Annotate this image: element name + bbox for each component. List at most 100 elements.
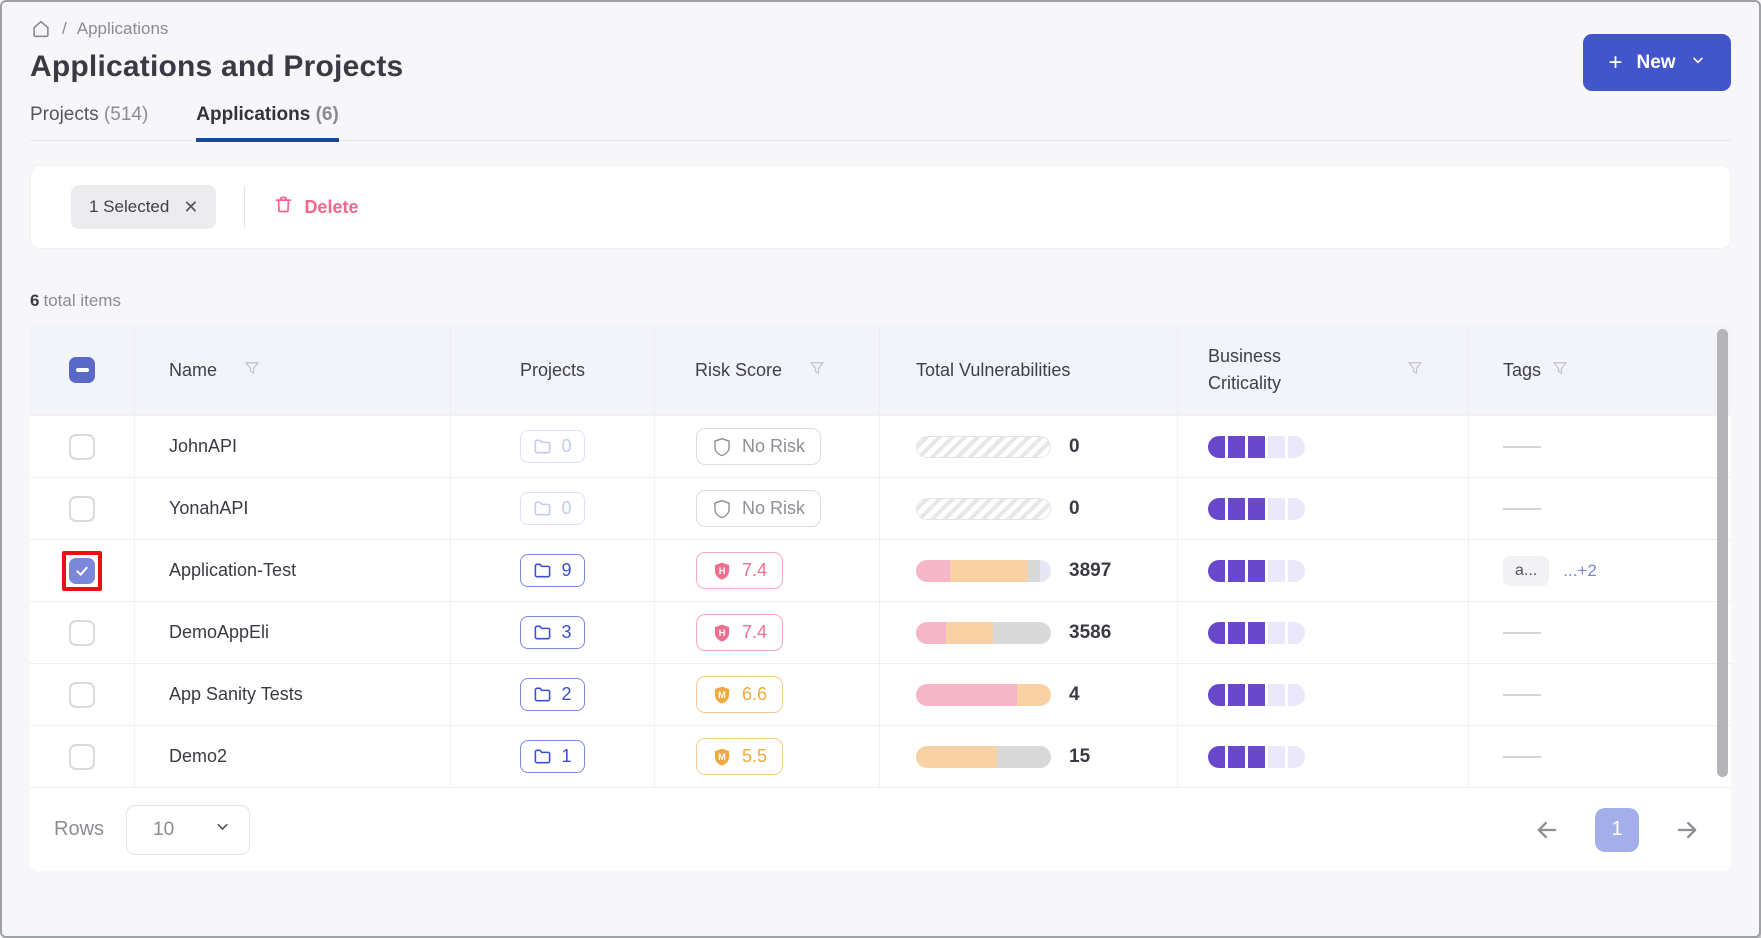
tab-projects-count: (514) <box>103 104 149 125</box>
previous-page-button[interactable] <box>1533 816 1561 844</box>
vulnerabilities-bar <box>916 745 1051 768</box>
vulnerabilities-count: 3897 <box>1069 559 1112 581</box>
projects-count: 9 <box>561 560 572 580</box>
folder-icon <box>535 563 551 578</box>
row-checkbox[interactable] <box>69 681 95 708</box>
vulnerabilities-bar <box>916 621 1051 644</box>
total-items-count: 6 <box>30 291 40 310</box>
column-header-name[interactable]: Name <box>169 359 218 380</box>
more-tags-link[interactable]: ...+2 <box>1563 560 1597 580</box>
shield-icon <box>714 499 730 518</box>
business-criticality-bar <box>1208 683 1305 706</box>
tab-projects[interactable]: Projects (514) <box>30 104 148 140</box>
projects-count: 2 <box>561 684 572 704</box>
column-header-total-vulnerabilities[interactable]: Total Vulnerabilities <box>916 359 1071 380</box>
selected-chip-label: 1 Selected <box>89 197 170 216</box>
no-tags-dash <box>1503 445 1541 448</box>
application-name[interactable]: Application-Test <box>169 560 297 580</box>
column-header-risk-score[interactable]: Risk Score <box>695 359 783 380</box>
selected-chip[interactable]: 1 Selected ✕ <box>71 185 217 229</box>
home-icon[interactable] <box>30 18 52 40</box>
risk-score-value: 7.4 <box>742 560 768 580</box>
new-button[interactable]: + New <box>1583 34 1731 91</box>
filter-icon[interactable] <box>243 359 261 382</box>
row-checkbox[interactable] <box>69 557 95 584</box>
chevron-down-icon <box>1690 52 1706 74</box>
business-criticality-bar <box>1208 559 1305 582</box>
filter-icon[interactable] <box>1551 359 1569 382</box>
projects-badge[interactable]: 0 <box>520 492 585 525</box>
filter-icon[interactable] <box>1406 359 1424 382</box>
page-number-button[interactable]: 1 <box>1595 807 1639 852</box>
projects-badge[interactable]: 9 <box>520 554 585 587</box>
shield-icon: H <box>714 562 730 580</box>
column-header-business-criticality[interactable]: Business Criticality <box>1208 346 1282 393</box>
breadcrumb: / Applications <box>30 18 1731 40</box>
scrollbar-thumb[interactable] <box>1717 329 1728 777</box>
selection-toolbar: 1 Selected ✕ Delete <box>30 165 1731 249</box>
vulnerabilities-bar <box>916 497 1051 520</box>
next-page-button[interactable] <box>1673 816 1701 844</box>
table-row: DemoAppEli 3 H 7.4 3586 <box>30 601 1731 663</box>
page-title: Applications and Projects <box>30 50 404 83</box>
svg-text:M: M <box>718 689 726 699</box>
business-criticality-bar <box>1208 621 1305 644</box>
filter-icon[interactable] <box>808 359 826 382</box>
total-items: 6 total items <box>30 291 1731 311</box>
risk-score-value: 6.6 <box>742 684 768 704</box>
business-criticality-bar <box>1208 435 1305 458</box>
table-header-row: Name Projects Risk Score Total Vuln <box>30 325 1731 415</box>
folder-icon <box>535 749 551 764</box>
table-row: Application-Test 9 H 7.4 3897 a... <box>30 539 1731 601</box>
projects-count: 3 <box>561 622 572 642</box>
risk-score-badge: H 7.4 <box>696 552 784 589</box>
column-header-projects[interactable]: Projects <box>519 359 586 380</box>
plus-icon: + <box>1608 48 1623 76</box>
breadcrumb-separator: / <box>62 19 67 38</box>
delete-button[interactable]: Delete <box>273 194 358 220</box>
business-criticality-bar <box>1208 497 1305 520</box>
row-checkbox[interactable] <box>69 495 95 522</box>
projects-badge[interactable]: 2 <box>520 678 585 711</box>
table-row: YonahAPI 0 No Risk 0 <box>30 477 1731 539</box>
row-checkbox[interactable] <box>69 619 95 646</box>
vulnerabilities-count: 15 <box>1069 745 1091 767</box>
projects-badge[interactable]: 0 <box>520 430 585 463</box>
projects-badge[interactable]: 3 <box>520 616 585 649</box>
application-name[interactable]: YonahAPI <box>169 498 249 518</box>
new-button-label: New <box>1636 51 1676 73</box>
application-name[interactable]: DemoAppEli <box>169 622 270 642</box>
application-name[interactable]: Demo2 <box>169 746 228 766</box>
breadcrumb-current[interactable]: Applications <box>76 19 169 38</box>
projects-badge[interactable]: 1 <box>520 740 585 773</box>
folder-icon <box>535 439 551 454</box>
clear-selection-icon[interactable]: ✕ <box>183 197 199 217</box>
shield-icon: H <box>714 624 730 642</box>
tab-bar: Projects (514) Applications (6) <box>30 104 1731 142</box>
select-all-checkbox[interactable] <box>69 357 95 383</box>
tab-applications-count: (6) <box>315 104 339 125</box>
tab-applications-label: Applications <box>196 104 311 125</box>
rows-per-page-select[interactable]: 10 <box>126 804 251 855</box>
table-footer: Rows 10 1 <box>30 787 1731 871</box>
svg-text:H: H <box>719 565 726 575</box>
tab-applications[interactable]: Applications (6) <box>196 104 339 142</box>
trash-icon <box>273 194 294 220</box>
no-tags-dash <box>1503 507 1541 510</box>
application-name[interactable]: App Sanity Tests <box>169 684 303 704</box>
rows-label: Rows <box>54 818 105 840</box>
row-checkbox[interactable] <box>69 743 95 770</box>
row-checkbox[interactable] <box>69 433 95 460</box>
projects-count: 0 <box>561 498 572 518</box>
no-tags-dash <box>1503 693 1541 696</box>
delete-button-label: Delete <box>304 196 359 217</box>
risk-score-badge: M 5.5 <box>696 738 784 775</box>
tag-chip[interactable]: a... <box>1503 555 1550 586</box>
column-header-tags[interactable]: Tags <box>1503 359 1542 380</box>
business-criticality-bar <box>1208 745 1305 768</box>
application-name[interactable]: JohnAPI <box>169 436 238 456</box>
highlight-rectangle <box>62 550 102 591</box>
applications-table: Name Projects Risk Score Total Vuln <box>30 325 1731 871</box>
svg-text:H: H <box>719 627 726 637</box>
